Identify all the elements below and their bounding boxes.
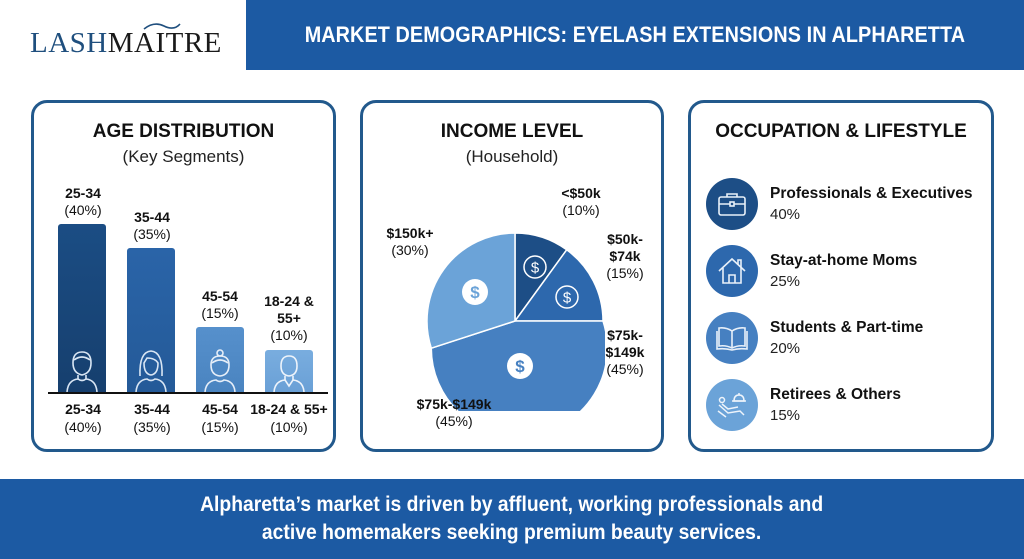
pie-label-text: $150k+ (386, 225, 434, 241)
logo-text-lash: LASH (30, 27, 108, 59)
pie-label-text-2: $149k (605, 344, 645, 360)
x-label-18-24-55plus: 18-24 & 55+ (10%) (244, 400, 334, 436)
bar-18-24-55plus (265, 350, 313, 392)
occupation-item-stay-at-home: Stay-at-home Moms 25% (706, 245, 917, 297)
lounge-chair-icon (706, 379, 758, 431)
occupation-item-retirees: Retirees & Others 15% (706, 379, 901, 431)
bar-label-pct: (10%) (270, 327, 308, 343)
occupation-item-students: Students & Part-time 20% (706, 312, 923, 364)
occupation-panel-title: OCCUPATION & LIFESTYLE (715, 121, 967, 142)
pie-label-50k-74k: $50k- $74k (15%) (595, 231, 655, 282)
summary-line-2: active homemakers seeking premium beauty… (262, 521, 762, 544)
bar-label-text: 35-44 (134, 209, 170, 225)
brand-logo: LASH MAITRE (30, 20, 222, 60)
bar-25-34 (58, 224, 106, 392)
woman-bun-icon (204, 349, 236, 392)
income-pie-chart: $ $ $ $ (426, 232, 605, 411)
summary-text: Alpharetta’s market is driven by affluen… (200, 491, 823, 547)
x-label-pct: (35%) (133, 419, 171, 435)
pie-label-text: <$50k (561, 185, 601, 201)
occupation-name: Retirees & Others (770, 386, 901, 403)
age-panel-title: AGE DISTRIBUTION (92, 121, 275, 142)
header-banner: MARKET DEMOGRAPHICS: EYELASH EXTENSIONS … (246, 0, 1024, 70)
pie-label-text-2: $74k (609, 248, 641, 264)
bar-label-text: 18-24 & (264, 293, 314, 309)
income-panel-title: INCOME LEVEL (440, 121, 584, 142)
summary-banner: Alpharetta’s market is driven by affluen… (0, 479, 1024, 559)
pie-label-pct: (15%) (606, 265, 644, 281)
pie-label-75k-149k: $75k- $149k (45%) (595, 327, 655, 378)
svg-text:$: $ (470, 283, 480, 302)
book-icon (706, 312, 758, 364)
pie-label-text: $75k- (607, 327, 643, 343)
occupation-pct: 40% (770, 206, 801, 223)
income-level-panel: INCOME LEVEL (Household) $ $ $ $ <$50k (… (360, 100, 664, 452)
pie-label-text: $75k-$149k (416, 396, 492, 412)
x-label-text: 35-44 (134, 401, 170, 417)
occupation-name: Students & Part-time (770, 319, 924, 336)
dollar-icon: $ (555, 285, 579, 309)
x-axis-line (48, 392, 328, 394)
x-label-25-34: 25-34 (40%) (48, 400, 118, 436)
woman-icon (135, 350, 167, 392)
x-label-35-44: 35-44 (35%) (117, 400, 187, 436)
x-label-pct: (10%) (270, 419, 308, 435)
age-panel-subtitle: (Key Segments) (122, 147, 245, 166)
older-person-icon (273, 355, 305, 392)
age-distribution-panel: AGE DISTRIBUTION (Key Segments) 25-34 (4… (31, 100, 336, 452)
pie-label-under-50k: <$50k (10%) (551, 185, 611, 219)
bar-label-25-34: 25-34 (40%) (48, 185, 118, 219)
bar-label-pct: (15%) (201, 305, 239, 321)
bar-label-text: 45-54 (202, 288, 238, 304)
occupation-name: Stay-at-home Moms (770, 252, 918, 269)
bar-label-text-2: 55+ (277, 310, 301, 326)
bar-label-pct: (40%) (64, 202, 102, 218)
x-label-text: 25-34 (65, 401, 101, 417)
pie-slice-50k-74k (513, 248, 604, 322)
dollar-icon: $ (462, 279, 488, 305)
x-label-text: 45-54 (202, 401, 238, 417)
logo-text-maitre: MAITRE (107, 23, 222, 60)
bar-label-45-54: 45-54 (15%) (185, 288, 255, 322)
pie-label-75k-149k-bottom: $75k-$149k (45%) (399, 396, 509, 430)
occupation-lifestyle-panel: OCCUPATION & LIFESTYLE Professionals & E… (688, 100, 994, 452)
pie-label-text: $50k- (607, 231, 643, 247)
pie-label-150k-plus: $150k+ (30%) (375, 225, 445, 259)
x-label-45-54: 45-54 (15%) (190, 400, 250, 436)
svg-text:$: $ (515, 357, 525, 376)
summary-line-1: Alpharetta’s market is driven by affluen… (200, 493, 824, 516)
dollar-icon: $ (523, 255, 547, 279)
occupation-pct: 20% (770, 340, 801, 357)
x-label-pct: (40%) (64, 419, 102, 435)
bar-label-text: 25-34 (65, 185, 101, 201)
occupation-name: Professionals & Executives (770, 185, 973, 202)
occupation-pct: 25% (770, 273, 801, 290)
page-title: MARKET DEMOGRAPHICS: EYELASH EXTENSIONS … (304, 22, 966, 47)
logo-text-maitre-label: MAITRE (107, 27, 222, 59)
bar-45-54 (196, 327, 244, 392)
house-icon (706, 245, 758, 297)
pie-label-pct: (45%) (435, 413, 473, 429)
x-label-pct: (15%) (201, 419, 239, 435)
pie-label-pct: (10%) (562, 202, 600, 218)
income-panel-subtitle: (Household) (465, 147, 559, 166)
swoosh-icon (143, 23, 181, 30)
bar-label-35-44: 35-44 (35%) (117, 209, 187, 243)
bar-35-44 (127, 248, 175, 392)
svg-text:$: $ (563, 290, 572, 307)
pie-label-pct: (30%) (391, 242, 429, 258)
bar-label-pct: (35%) (133, 226, 171, 242)
briefcase-icon (706, 178, 758, 230)
occupation-pct: 15% (770, 407, 801, 424)
occupation-item-professionals: Professionals & Executives 40% (706, 178, 972, 230)
x-label-text: 18-24 & 55+ (250, 401, 328, 417)
man-icon (66, 351, 98, 392)
dollar-icon: $ (507, 353, 533, 379)
bar-label-18-24-55plus: 18-24 & 55+ (10%) (254, 293, 324, 344)
pie-label-pct: (45%) (606, 361, 644, 377)
svg-text:$: $ (531, 260, 540, 277)
